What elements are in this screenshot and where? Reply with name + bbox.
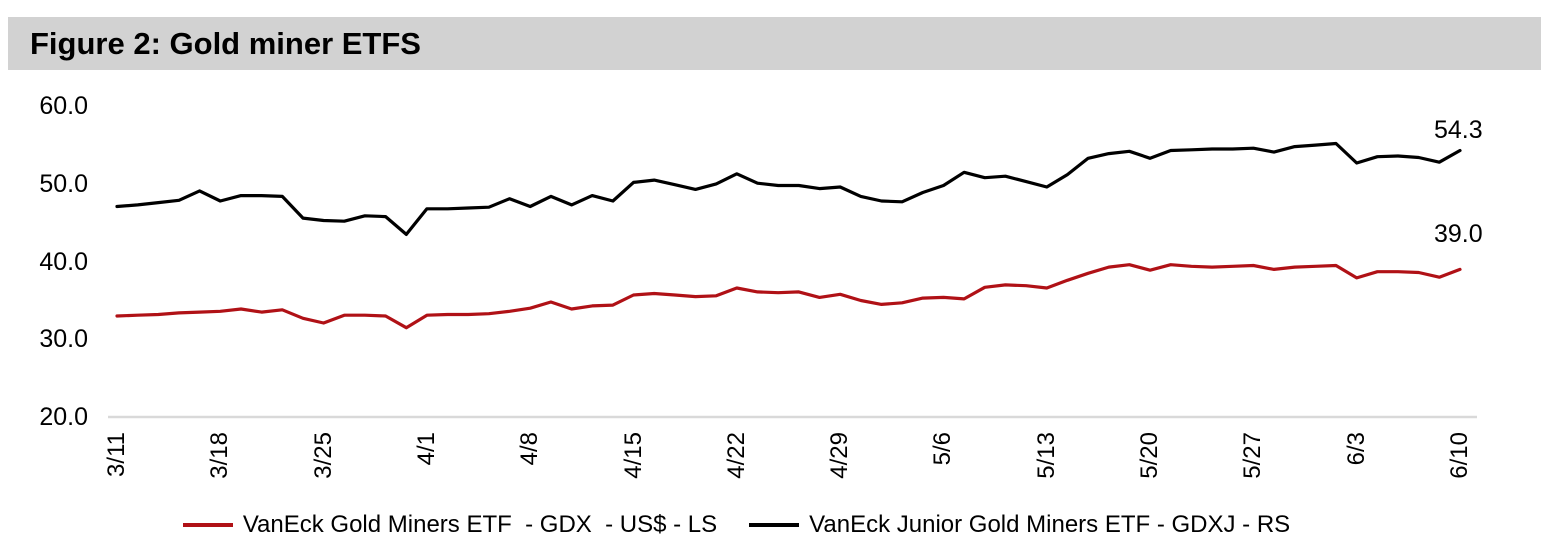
figure-title: Figure 2: Gold miner ETFS	[30, 26, 421, 61]
y-axis-tick-label: 60.0	[39, 92, 88, 121]
legend-item-gdx: VanEck Gold Miners ETF - GDX - US$ - LS	[182, 511, 718, 539]
legend-label-gdx: VanEck Gold Miners ETF - GDX - US$ - LS	[242, 511, 718, 538]
legend-label-gdxj: VanEck Junior Gold Miners ETF - GDXJ - R…	[809, 511, 1291, 538]
legend-item-gdxj: VanEck Junior Gold Miners ETF - GDXJ - R…	[749, 511, 1290, 539]
gdxj-line	[115, 141, 1462, 236]
y-axis-tick-label: 20.0	[39, 403, 88, 431]
gdx-last-value-label: 39.0	[1434, 220, 1483, 249]
y-axis-tick-label: 30.0	[39, 325, 88, 354]
gdxj-line-swatch-icon	[749, 523, 800, 527]
y-axis-tick-label: 50.0	[39, 169, 88, 198]
y-axis-tick-label: 40.0	[39, 247, 88, 276]
gdx-line	[115, 263, 1462, 330]
chart-legend: VanEck Gold Miners ETF - GDX - US$ - LS …	[0, 504, 1511, 546]
gdxj-last-value-label: 54.3	[1434, 115, 1483, 144]
figure-title-bar: Figure 2: Gold miner ETFS	[8, 17, 1541, 70]
gdx-line-swatch-icon	[182, 523, 233, 527]
